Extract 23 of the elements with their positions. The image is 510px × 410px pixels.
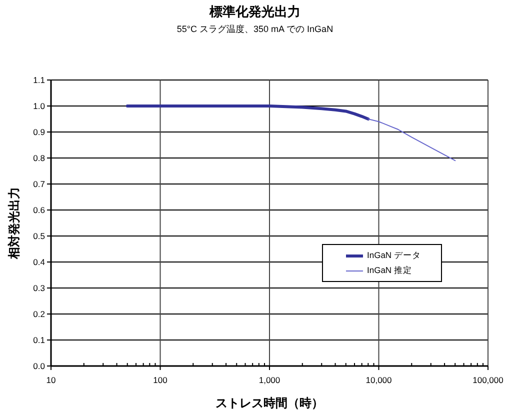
y-axis-title: 相対発光出力 (7, 186, 21, 262)
y-tick-label: 0.5 (33, 231, 46, 242)
y-tick-label: 0.7 (33, 179, 46, 190)
y-tick-label: 0.1 (33, 335, 46, 346)
x-axis-title: ストレス時間（時） (214, 396, 324, 410)
y-tick-label: 0.4 (33, 257, 46, 268)
legend-label: InGaN データ (367, 250, 421, 262)
y-tick-label: 1.1 (33, 75, 46, 86)
x-tick-label: 10 (46, 375, 56, 385)
x-tick-label: 1,000 (258, 375, 280, 385)
y-tick-label: 0.3 (33, 283, 46, 294)
chart-title: 標準化発光出力 (208, 4, 302, 20)
chart-subtitle: 55°C スラグ温度、350 mA での InGaN (176, 23, 334, 35)
y-tick-label: 0.6 (33, 205, 46, 216)
legend-label: InGaN 推定 (367, 264, 412, 276)
x-tick-label: 100 (153, 375, 168, 385)
y-tick-label: 0.0 (33, 361, 46, 372)
x-tick-label: 10,000 (366, 375, 392, 385)
x-tick-label: 100,000 (472, 375, 504, 385)
y-tick-label: 1.0 (33, 101, 46, 112)
y-tick-label: 0.8 (33, 153, 46, 164)
y-tick-label: 0.2 (33, 309, 46, 320)
y-tick-label: 0.9 (33, 127, 46, 138)
